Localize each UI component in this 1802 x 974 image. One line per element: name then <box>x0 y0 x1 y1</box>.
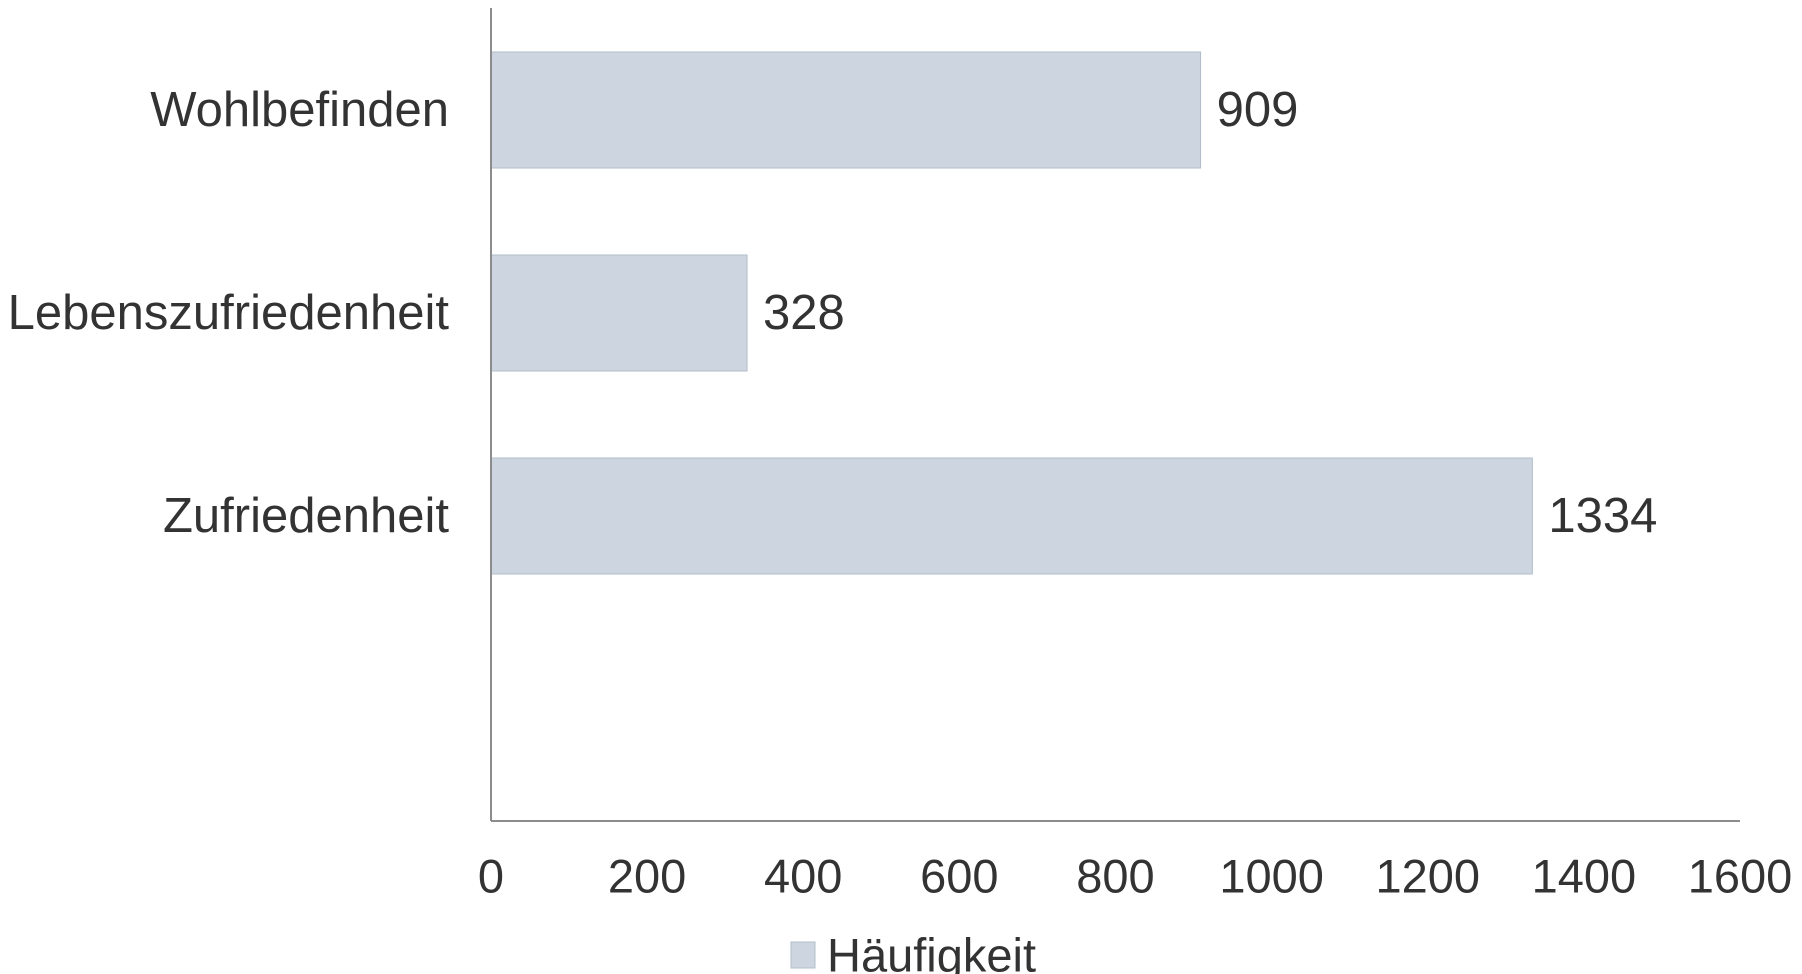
bars-layer <box>490 51 1533 575</box>
bar-lebenszufriedenheit <box>490 254 748 372</box>
category-label: Wohlbefinden <box>150 83 449 137</box>
data-label: 328 <box>763 286 845 340</box>
bar-wohlbefinden <box>490 51 1202 169</box>
legend-swatch <box>790 941 816 969</box>
x-tick-label: 400 <box>764 850 842 903</box>
data-label: 909 <box>1217 83 1299 137</box>
legend-label: Häufigkeit <box>827 929 1036 974</box>
x-tick-label: 1600 <box>1688 850 1793 903</box>
x-tick-label: 1200 <box>1375 850 1480 903</box>
value-labels: 909 328 1334 <box>763 83 1657 543</box>
x-tick-label: 600 <box>920 850 998 903</box>
x-tick-labels: 0 200 400 600 800 1000 1200 1400 1600 <box>478 850 1792 903</box>
x-tick-label: 200 <box>608 850 686 903</box>
x-tick-label: 1000 <box>1219 850 1324 903</box>
category-label: Zufriedenheit <box>163 489 449 543</box>
axes-layer <box>490 8 1740 822</box>
category-label: Lebenszufriedenheit <box>8 286 450 340</box>
data-label: 1334 <box>1548 489 1657 543</box>
category-labels: Wohlbefinden Lebenszufriedenheit Zufrieden… <box>8 83 450 543</box>
x-tick-label: 800 <box>1076 850 1154 903</box>
legend: Häufigkeit <box>790 929 1036 974</box>
bar-zufriedenheit <box>490 457 1533 575</box>
x-tick-label: 0 <box>478 850 504 903</box>
x-tick-label: 1400 <box>1532 850 1637 903</box>
